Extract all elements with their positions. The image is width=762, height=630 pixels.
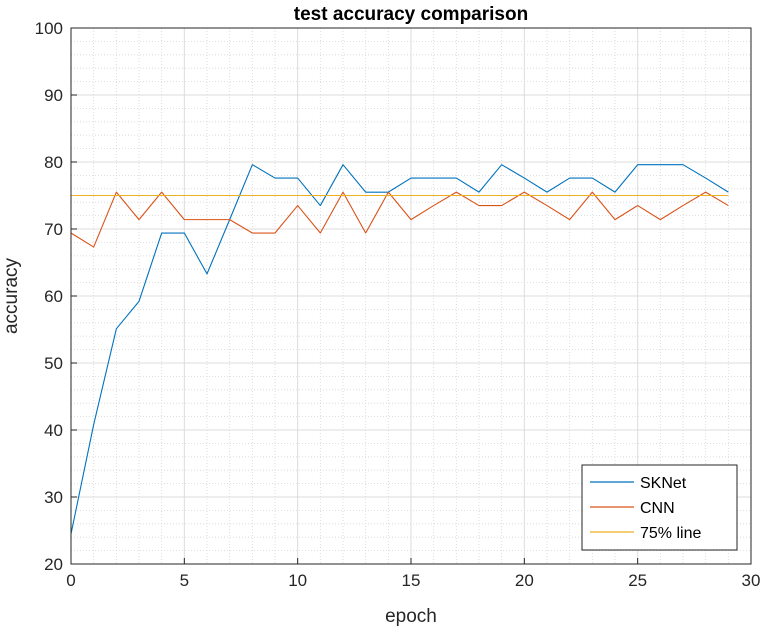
axis-ticks: 0 5 10 15 20 25 30 20 30 40 50 60 70 80 90 100	[35, 19, 761, 590]
x-tick-label: 30	[742, 571, 761, 590]
x-tick-label: 25	[628, 571, 647, 590]
y-tick-label: 20	[44, 555, 63, 574]
legend-label: 75% line	[640, 525, 701, 542]
legend: SKNet CNN 75% line	[581, 464, 738, 551]
x-tick-label: 15	[402, 571, 421, 590]
x-tick-label: 20	[515, 571, 534, 590]
chart-title: test accuracy comparison	[294, 4, 528, 25]
legend-label: SKNet	[640, 475, 687, 492]
x-tick-label: 0	[66, 571, 75, 590]
x-axis-title: epoch	[385, 606, 437, 627]
legend-label: CNN	[640, 500, 675, 517]
series-line-sknet	[70, 164, 729, 534]
y-tick-label: 50	[44, 354, 63, 373]
y-tick-label: 80	[44, 153, 63, 172]
series-line-cnn	[70, 191, 729, 248]
x-tick-label: 10	[288, 571, 307, 590]
y-tick-label: 30	[44, 488, 63, 507]
series-layer	[70, 164, 729, 534]
y-tick-label: 90	[44, 86, 63, 105]
y-tick-label: 70	[44, 220, 63, 239]
y-tick-label: 60	[44, 287, 63, 306]
y-tick-label: 40	[44, 421, 63, 440]
y-axis-title: accuracy	[1, 257, 22, 334]
x-tick-label: 5	[180, 571, 189, 590]
y-tick-label: 100	[35, 19, 63, 38]
